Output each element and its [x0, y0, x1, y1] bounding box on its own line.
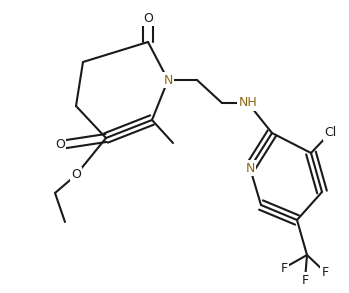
Text: O: O — [71, 168, 81, 181]
Text: F: F — [302, 273, 309, 287]
Text: F: F — [321, 265, 328, 279]
Text: Cl: Cl — [324, 127, 336, 139]
Text: O: O — [143, 11, 153, 25]
Text: F: F — [281, 261, 288, 275]
Text: N: N — [163, 74, 173, 86]
Text: NH: NH — [239, 96, 257, 110]
Text: O: O — [55, 139, 65, 151]
Text: N: N — [245, 161, 255, 175]
